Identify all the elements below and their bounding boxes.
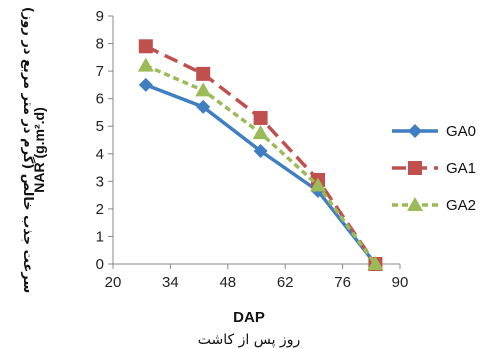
data-point: [196, 66, 211, 81]
legend-item-ga1: GA1: [392, 160, 476, 177]
y-tick-label: 4: [96, 146, 104, 163]
y-tick-label: 9: [96, 8, 104, 25]
y-tick-labels: 0 1 2 3 4 5 6 7 8 9: [96, 8, 104, 273]
legend-item-ga0: GA0: [392, 123, 476, 140]
data-point: [252, 125, 269, 140]
legend-marker: [407, 197, 423, 211]
axes: [108, 15, 401, 269]
data-point: [253, 144, 268, 159]
legend-marker: [408, 161, 422, 175]
y-tick-label: 1: [96, 228, 104, 245]
series-group: [137, 39, 384, 271]
legend-label: GA0: [446, 123, 476, 140]
data-point: [138, 39, 153, 54]
series-line-ga2: [145, 63, 377, 266]
y-tick-label: 3: [96, 173, 104, 190]
legend-item-ga2: GA2: [392, 197, 476, 214]
y-axis-label-persian: سرعت جذب خالص (گرم در متر مربع در روز): [20, 7, 36, 293]
legend-label: GA1: [446, 160, 476, 177]
series-ga2: [137, 57, 384, 270]
data-point: [137, 57, 154, 72]
legend-marker: [408, 124, 422, 138]
legend-label: GA2: [446, 197, 476, 214]
y-axis-label: NAR (g.m².d): [31, 107, 47, 193]
x-tick-label: 20: [105, 274, 122, 291]
x-tick-label: 90: [392, 274, 409, 291]
x-tick-label: 48: [219, 274, 236, 291]
y-tick-label: 0: [96, 256, 104, 273]
x-tick-label: 34: [162, 274, 179, 291]
data-point: [138, 77, 153, 92]
data-point: [367, 256, 384, 270]
series-ga0: [138, 77, 383, 271]
data-point: [195, 82, 212, 97]
y-tick-label: 8: [96, 36, 104, 53]
data-point: [253, 110, 268, 125]
data-point: [196, 99, 211, 114]
legend: GA0 GA1 GA2: [392, 123, 476, 214]
y-tick-label: 6: [96, 91, 104, 108]
y-tick-label: 7: [96, 63, 104, 80]
data-point: [310, 177, 326, 192]
x-axis-label: DAP: [233, 309, 265, 326]
x-tick-labels: 20 34 48 62 76 90: [105, 274, 409, 291]
x-tick-label: 62: [277, 274, 294, 291]
x-tick-label: 76: [334, 274, 351, 291]
y-tick-label: 5: [96, 118, 104, 135]
x-axis-label-persian: روز پس از کاشت: [198, 332, 300, 348]
y-tick-label: 2: [96, 201, 104, 218]
